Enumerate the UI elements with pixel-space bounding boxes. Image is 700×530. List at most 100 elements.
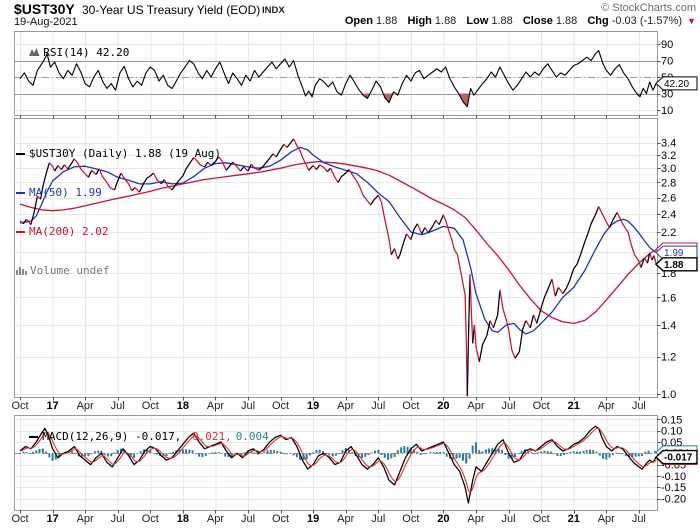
ma50-legend-label: MA(50) 1.99: [29, 186, 102, 199]
svg-text:1.0: 1.0: [661, 389, 676, 401]
svg-text:Apr: Apr: [207, 513, 224, 525]
svg-text:3.2: 3.2: [661, 150, 676, 162]
exchange-tag: INDX: [262, 5, 285, 16]
svg-text:1.88: 1.88: [664, 260, 684, 271]
open-label: Open: [344, 15, 373, 27]
svg-text:Jul: Jul: [241, 400, 255, 412]
svg-text:1.2: 1.2: [661, 352, 676, 364]
header: $UST30Y 30-Year US Treasury Yield (EOD) …: [0, 0, 700, 30]
svg-text:Oct: Oct: [272, 513, 289, 525]
quote-date: 19-Aug-2021: [14, 16, 78, 28]
svg-text:21: 21: [568, 400, 580, 412]
price-line-swatch: [16, 153, 25, 155]
svg-text:Apr: Apr: [598, 400, 615, 412]
macd-line-swatch: [29, 436, 39, 438]
svg-text:Jul: Jul: [632, 513, 646, 525]
svg-text:Oct: Oct: [11, 513, 28, 525]
high-value: 1.88: [434, 15, 457, 27]
symbol: $UST30Y: [14, 1, 75, 17]
price-legend: $UST30Y (Daily) 1.88 (19 Aug) MA(50) 1.9…: [16, 121, 221, 290]
ma200-line-swatch: [16, 231, 25, 233]
svg-text:Oct: Oct: [11, 400, 28, 412]
svg-text:18: 18: [177, 400, 189, 412]
svg-text:19: 19: [307, 513, 319, 525]
svg-text:19: 19: [307, 400, 319, 412]
svg-text:1.6: 1.6: [661, 292, 676, 304]
svg-text:Jul: Jul: [371, 400, 385, 412]
svg-text:Oct: Oct: [533, 400, 550, 412]
macd-hist-value: 0.004: [235, 430, 269, 443]
svg-text:2.8: 2.8: [661, 177, 676, 189]
svg-text:Jul: Jul: [111, 400, 125, 412]
svg-text:Apr: Apr: [337, 400, 354, 412]
svg-text:Jul: Jul: [241, 513, 255, 525]
price-plot: [19, 138, 657, 397]
macd-plot: [19, 425, 657, 504]
chg-value: -0.03 (-1.57%): [611, 15, 683, 27]
svg-text:20: 20: [437, 513, 449, 525]
svg-text:2.6: 2.6: [661, 193, 676, 205]
svg-text:90: 90: [661, 39, 673, 51]
open-value: 1.88: [375, 15, 398, 27]
quote-strip: Open 1.88 High 1.88 Low 1.88 Close 1.88 Chg -…: [345, 15, 696, 27]
svg-text:17: 17: [46, 400, 58, 412]
svg-text:2.4: 2.4: [661, 209, 676, 221]
svg-text:1.4: 1.4: [661, 320, 676, 332]
svg-text:21: 21: [568, 513, 580, 525]
svg-text:-0.20: -0.20: [661, 494, 686, 506]
svg-text:42.20: 42.20: [664, 79, 689, 90]
page-title: 30-Year US Treasury Yield (EOD): [82, 3, 261, 17]
svg-text:Apr: Apr: [77, 513, 94, 525]
macd-legend-label: MACD(12,26,9) -0.017,: [42, 430, 182, 443]
svg-text:-0.10: -0.10: [661, 471, 686, 483]
ma50-line-swatch: [16, 192, 25, 194]
svg-text:Jul: Jul: [632, 400, 646, 412]
svg-text:Apr: Apr: [337, 513, 354, 525]
svg-text:Oct: Oct: [272, 400, 289, 412]
svg-text:Jul: Jul: [111, 513, 125, 525]
svg-text:1.99: 1.99: [664, 248, 684, 259]
axis-labels: 90705030103.43.23.02.82.62.42.22.01.81.6…: [11, 39, 686, 525]
svg-text:3.0: 3.0: [661, 163, 676, 175]
low-value: 1.88: [491, 15, 513, 27]
svg-text:Jul: Jul: [502, 513, 516, 525]
svg-text:Apr: Apr: [467, 513, 484, 525]
volume-bars-icon: [16, 267, 27, 275]
svg-text:-0.017: -0.017: [664, 453, 693, 464]
svg-text:30: 30: [661, 89, 673, 101]
svg-text:Oct: Oct: [533, 513, 550, 525]
svg-text:Oct: Oct: [402, 400, 419, 412]
macd-signal-value: -0.021,: [185, 430, 232, 443]
copyright-link[interactable]: © StockCharts.com: [601, 2, 696, 14]
chg-label: Chg: [587, 15, 609, 27]
svg-text:Apr: Apr: [77, 400, 94, 412]
close-value: 1.88: [555, 15, 578, 27]
chg-down-icon: ▼: [687, 16, 696, 26]
svg-text:10: 10: [661, 105, 673, 117]
high-label: High: [407, 15, 432, 27]
svg-text:0.15: 0.15: [661, 414, 682, 426]
svg-text:Oct: Oct: [142, 400, 159, 412]
svg-text:Apr: Apr: [207, 400, 224, 412]
svg-text:Jul: Jul: [502, 400, 516, 412]
volume-legend-label: Volume undef: [30, 264, 110, 277]
svg-text:20: 20: [437, 400, 449, 412]
rsi-plot: [19, 50, 657, 108]
svg-text:-0.15: -0.15: [661, 482, 686, 494]
svg-text:2.2: 2.2: [661, 227, 676, 239]
svg-text:Oct: Oct: [142, 513, 159, 525]
svg-text:Apr: Apr: [598, 513, 615, 525]
svg-text:18: 18: [177, 513, 189, 525]
close-label: Close: [522, 15, 553, 27]
panel-borders: [14, 31, 658, 511]
svg-text:70: 70: [661, 56, 673, 68]
reference-lines: [14, 61, 657, 454]
svg-text:Jul: Jul: [371, 513, 385, 525]
svg-text:3.4: 3.4: [661, 138, 676, 150]
rsi-legend: RSI(14) 42.20: [16, 33, 129, 59]
price-legend-label: $UST30Y (Daily) 1.88 (19 Aug): [29, 147, 222, 160]
area-chart-icon: [29, 48, 40, 56]
